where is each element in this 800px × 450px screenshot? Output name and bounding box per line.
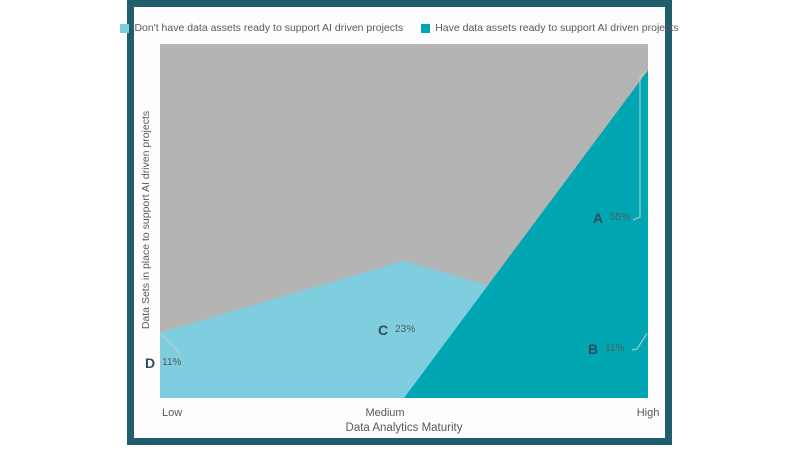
annotation-value: 55% (610, 212, 631, 223)
annotation-C: C 23% (378, 322, 415, 338)
legend-label: Don't have data assets ready to support … (134, 22, 404, 34)
x-tick-medium: Medium (365, 407, 405, 419)
area-series-1 (160, 70, 648, 398)
annotation-letter: D (145, 355, 156, 371)
annotation-B: B 11% (588, 341, 624, 357)
leader-line-B (631, 333, 648, 351)
legend: Don't have data assets ready to support … (120, 22, 679, 34)
leader-line-A (632, 70, 648, 221)
legend-item-dont-have: Don't have data assets ready to support … (120, 22, 403, 34)
y-axis-title: Data Sets in place to support AI driven … (140, 110, 152, 330)
legend-swatch-teal-icon (421, 23, 431, 33)
legend-label: Have data assets ready to support AI dri… (435, 22, 679, 34)
annotation-value: 23% (395, 324, 416, 335)
annotation-D: D 11% (145, 355, 181, 371)
x-tick-high: High (636, 407, 660, 419)
annotation-value: 11% (605, 343, 625, 354)
chart-card: Don't have data assets ready to support … (120, 0, 679, 445)
annotation-letter: A (593, 210, 604, 226)
x-tick-low: Low (162, 407, 183, 419)
annotation-A: A 55% (593, 210, 630, 226)
annotation-letter: B (588, 341, 599, 357)
x-axis-title: Data Analytics Maturity (345, 422, 463, 434)
leader-line-D (160, 333, 181, 355)
annotation-letter: C (378, 322, 389, 338)
legend-item-have: Have data assets ready to support AI dri… (421, 22, 679, 34)
legend-swatch-light-blue-icon (120, 23, 130, 33)
area-chart-svg (160, 70, 648, 398)
plot-area: A 55% B 11% C 23% D 11% (145, 44, 648, 398)
annotation-value: 11% (162, 357, 182, 368)
